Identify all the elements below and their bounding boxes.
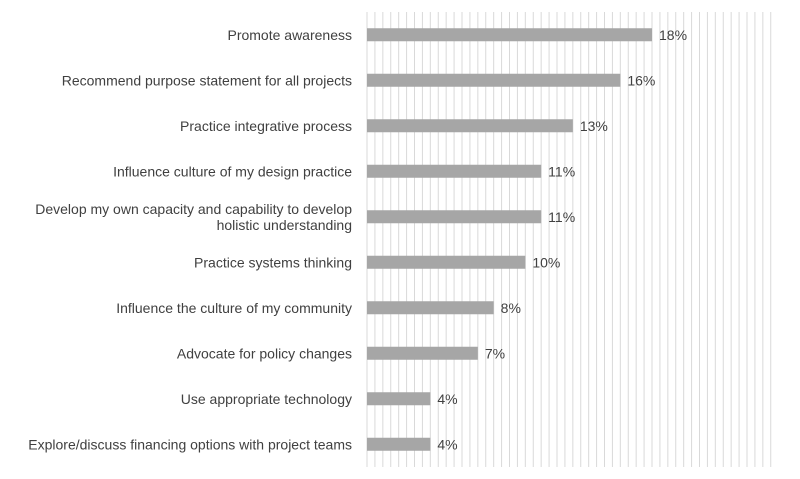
bar-1 bbox=[367, 28, 652, 42]
bar-9 bbox=[367, 392, 431, 406]
value-label-6: 10% bbox=[532, 254, 560, 270]
value-label-10: 4% bbox=[437, 436, 457, 452]
category-label-9: Use appropriate technology bbox=[181, 391, 352, 407]
value-label-4: 11% bbox=[548, 163, 575, 179]
bar-2 bbox=[367, 73, 621, 87]
bar-3 bbox=[367, 119, 573, 133]
category-label-7: Influence the culture of my community bbox=[116, 300, 352, 316]
value-label-7: 8% bbox=[501, 300, 521, 316]
value-labels: 18% 16% 13% 11% 11% 10% 8% 7% 4% 4% bbox=[437, 27, 687, 453]
bars bbox=[367, 28, 652, 451]
bar-6 bbox=[367, 255, 526, 269]
category-label-4: Influence culture of my design practice bbox=[113, 163, 352, 179]
bar-10 bbox=[367, 437, 431, 451]
bar-4 bbox=[367, 164, 542, 178]
category-label-10: Explore/discuss financing options with p… bbox=[28, 436, 352, 452]
category-label-1: Promote awareness bbox=[227, 27, 352, 43]
category-label-3: Practice integrative process bbox=[180, 118, 352, 134]
value-label-5: 11% bbox=[548, 209, 575, 225]
category-labels: Promote awareness Recommend purpose state… bbox=[28, 27, 352, 453]
value-label-3: 13% bbox=[580, 118, 608, 134]
category-label-2: Recommend purpose statement for all proj… bbox=[62, 72, 352, 88]
bar-7 bbox=[367, 301, 494, 315]
category-label-6: Practice systems thinking bbox=[194, 254, 352, 270]
bar-8 bbox=[367, 346, 478, 360]
value-label-9: 4% bbox=[437, 391, 457, 407]
value-label-2: 16% bbox=[627, 72, 655, 88]
value-label-1: 18% bbox=[659, 27, 687, 43]
category-label-8: Advocate for policy changes bbox=[177, 345, 352, 361]
bar-5 bbox=[367, 210, 542, 224]
value-label-8: 7% bbox=[485, 345, 505, 361]
category-label-5: Develop my own capacity and capability t… bbox=[35, 201, 352, 233]
grid-lines bbox=[374, 12, 772, 467]
